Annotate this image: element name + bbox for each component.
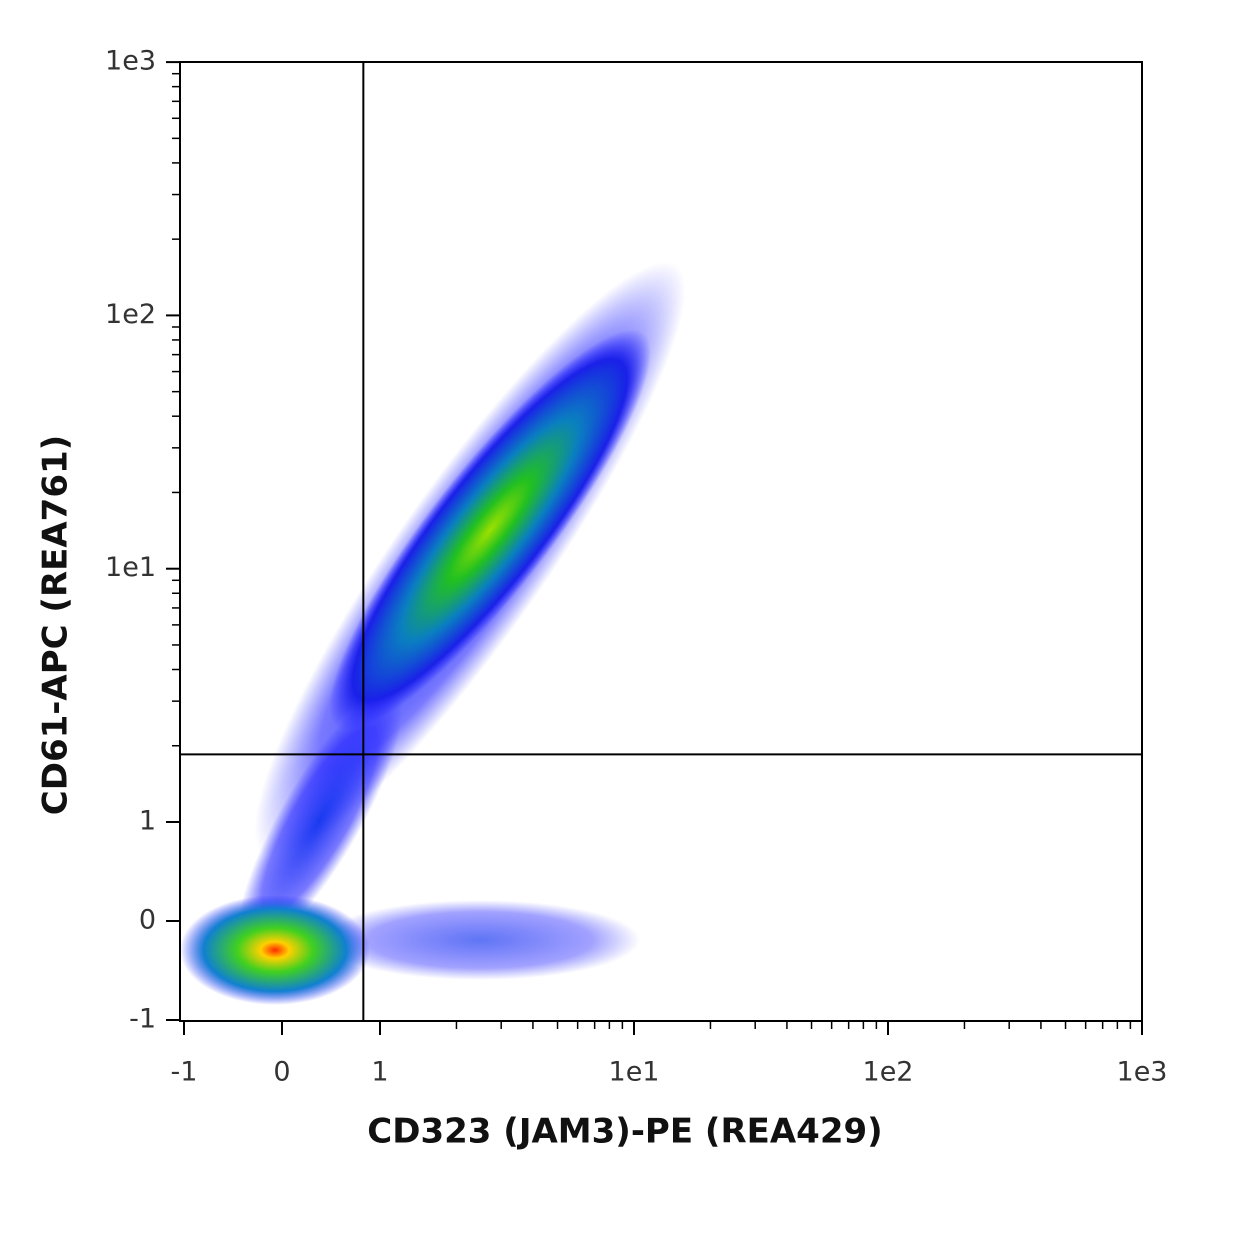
density-tail (320, 900, 640, 980)
plot-frame (179, 61, 1143, 1022)
y-tick-label: 1e1 (105, 552, 156, 583)
y-tick-label: -1 (129, 1004, 156, 1035)
density-cloud (180, 261, 686, 1005)
y-tick-label: 1e3 (105, 46, 156, 77)
y-tick-label: 1 (139, 806, 156, 837)
x-tick-label: 1e2 (863, 1057, 914, 1088)
y-tick-label: 0 (139, 905, 156, 936)
density-core (328, 329, 652, 731)
x-tick-label: 1e3 (1117, 1057, 1168, 1088)
x-tick-label: -1 (171, 1057, 198, 1088)
y-axis-label: CD61-APC (REA761) (36, 435, 76, 815)
x-tick-label: 1e1 (609, 1057, 660, 1088)
density-core (180, 895, 370, 1005)
x-tick-label: 1 (371, 1057, 388, 1088)
x-axis-label: CD323 (JAM3)-PE (REA429) (367, 1112, 882, 1152)
y-tick-label: 1e2 (105, 299, 156, 330)
x-tick-label: 0 (273, 1057, 290, 1088)
